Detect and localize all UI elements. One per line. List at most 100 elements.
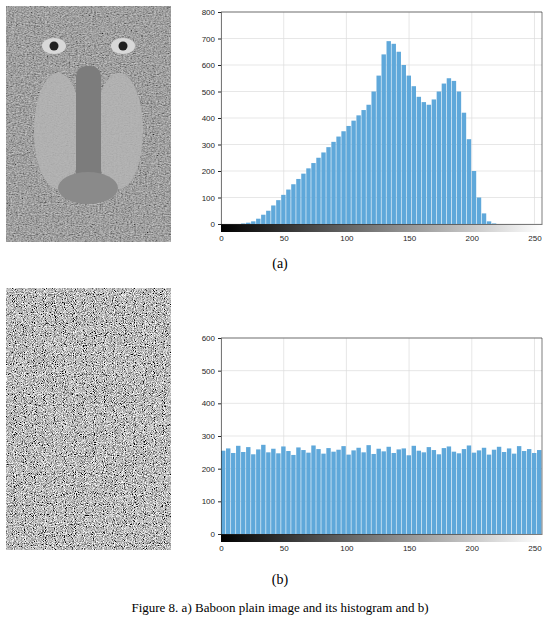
grid-line (283, 12, 284, 224)
histogram-bar (527, 449, 531, 534)
tick: 100 (202, 194, 221, 203)
histogram-bar (291, 455, 295, 534)
histogram-bar (512, 224, 516, 225)
figure: 0 100 200 300 400 500 600 700 800 0 50 100 150 200 250… (0, 0, 560, 629)
histogram-bar (467, 445, 471, 534)
histogram-bar (412, 446, 416, 534)
y-axis: 0100200300400500600 (202, 334, 222, 539)
tick: 200 (202, 465, 221, 474)
histogram-bar (447, 78, 451, 224)
grid-line (221, 38, 542, 39)
histogram-bar (276, 453, 280, 534)
histogram-bar (326, 448, 330, 534)
grid-line (534, 12, 535, 224)
histogram-bar (382, 54, 386, 224)
tick-mark (218, 92, 221, 93)
grid-line (221, 403, 542, 404)
histogram-bar (271, 449, 275, 534)
cheek (34, 73, 82, 189)
tick: 0 (219, 534, 224, 553)
histogram-bar (447, 446, 451, 534)
panel-label: (a) (272, 256, 288, 272)
histogram-bar (251, 454, 255, 534)
bars (241, 41, 496, 224)
tick-label: 150 (403, 544, 417, 553)
tick: 600 (202, 61, 221, 70)
tick: 300 (202, 432, 221, 441)
histogram-bar (226, 448, 230, 534)
y-axis: 0100200300400500600700800 (202, 8, 222, 229)
histogram-bar (392, 453, 396, 534)
tick: 0 (211, 530, 221, 539)
grid-line (221, 370, 542, 371)
tick: 400 (202, 399, 221, 408)
histogram-bar (336, 450, 340, 534)
histogram-bar (326, 147, 330, 224)
histogram-bar (537, 450, 541, 534)
histogram-bar (522, 451, 526, 534)
tick: 250 (528, 534, 542, 553)
tick-label: 150 (403, 234, 417, 243)
tick-mark (218, 145, 221, 146)
histogram-bar (402, 65, 406, 224)
histogram-bar (457, 453, 461, 534)
histogram-bar (256, 219, 260, 224)
axis-line (218, 339, 222, 535)
tick: 400 (202, 114, 221, 123)
histogram-bar (402, 448, 406, 534)
histogram-bar (457, 92, 461, 225)
tick-label: 700 (202, 35, 216, 44)
histogram-bar (341, 446, 345, 534)
tone (6, 6, 171, 242)
histogram-bar (371, 454, 375, 534)
histogram-bar (462, 449, 466, 534)
histogram-bar (236, 224, 240, 225)
tick-mark (218, 436, 221, 437)
tick-label: 400 (202, 399, 216, 408)
histogram-bar (336, 137, 340, 224)
tick-mark (218, 118, 221, 119)
tick: 150 (403, 224, 417, 243)
histogram-bar (311, 163, 315, 224)
histogram-bar (231, 224, 235, 225)
tick-label: 600 (202, 61, 216, 70)
histogram-bar (507, 448, 511, 534)
histogram-bar (387, 447, 391, 534)
histogram-bar (261, 215, 265, 224)
cheek (95, 73, 143, 189)
histogram-bar (427, 447, 431, 534)
histogram-bar (497, 447, 501, 534)
histogram-bar (241, 452, 245, 534)
gray-level-bar (221, 534, 542, 542)
histogram-bar (376, 76, 380, 224)
tick-label: 100 (202, 194, 216, 203)
tick-mark (218, 39, 221, 40)
grid-line (221, 338, 542, 339)
tick-mark (218, 371, 221, 372)
tick-label: 100 (340, 544, 354, 553)
axis-line (222, 534, 543, 535)
histogram-bar (482, 448, 486, 534)
tick: 100 (340, 224, 354, 243)
tick-label: 50 (280, 234, 289, 243)
tick-label: 200 (466, 234, 480, 243)
tick-mark (218, 534, 221, 535)
histogram-bar (301, 450, 305, 534)
caption: Figure 8. a) Baboon plain image and its … (131, 600, 428, 615)
tick-label: 0 (211, 530, 216, 539)
histogram-bar (356, 448, 360, 534)
histogram-bar (452, 452, 456, 534)
histogram-bar (241, 223, 245, 224)
frame (542, 338, 543, 534)
histogram-bar (311, 445, 315, 534)
histogram-bar (432, 450, 436, 534)
histogram-bar (346, 455, 350, 534)
histogram-bar (487, 455, 491, 534)
tick: 800 (202, 8, 221, 17)
histogram-bar (532, 224, 536, 225)
tick-label: 500 (202, 88, 216, 97)
histogram-bar (351, 450, 355, 534)
histogram-bar (281, 446, 285, 534)
plot-background (221, 12, 542, 224)
tick-label: 0 (219, 544, 224, 553)
